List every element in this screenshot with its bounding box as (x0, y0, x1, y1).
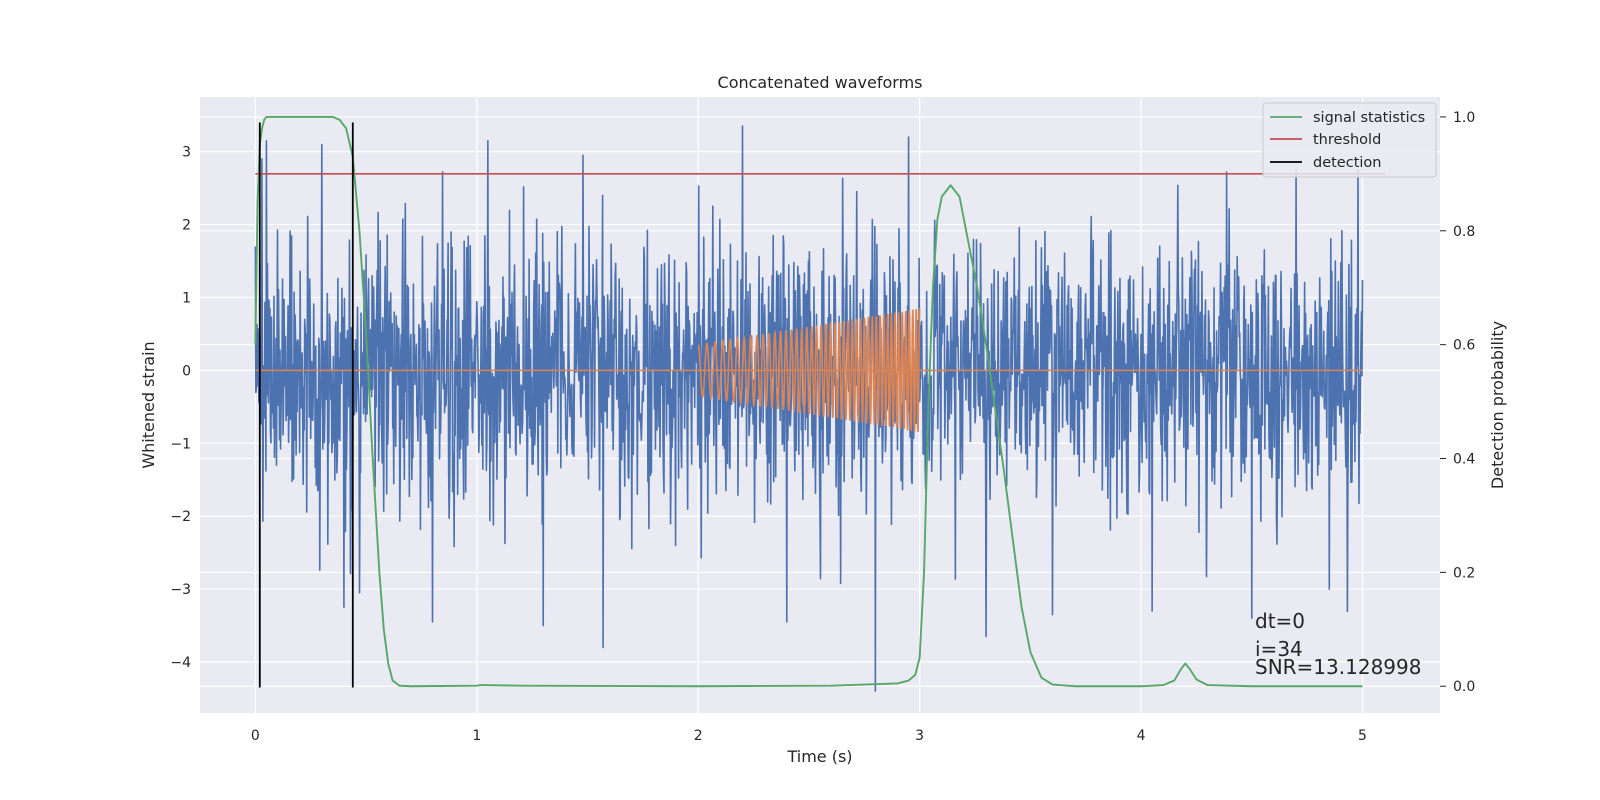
y2-tick-label: 0.4 (1453, 452, 1475, 468)
y-tick-label: −1 (170, 436, 191, 452)
legend: signal statistics threshold detection (1262, 102, 1437, 178)
chart-title: Concatenated waveforms (718, 73, 923, 92)
y2-axis-label: Detection probability (1488, 321, 1507, 489)
strain-series-line (254, 125, 1364, 692)
annotation-dt: dt=0 (1255, 609, 1305, 633)
legend-label-threshold: threshold (1313, 132, 1381, 148)
y-tick-label: −4 (170, 655, 191, 671)
legend-box (1262, 102, 1437, 178)
y2-tick-label: 0.6 (1453, 338, 1475, 354)
y-tick-label: −3 (170, 582, 191, 598)
legend-label-signal-statistics: signal statistics (1313, 110, 1425, 126)
y2-tick-label: 1.0 (1453, 110, 1475, 126)
x-tick-label: 4 (1137, 728, 1146, 744)
y2-tick-label: 0.0 (1453, 679, 1475, 695)
y-tick-label: 0 (182, 363, 191, 379)
y-tick-label: −2 (170, 509, 191, 525)
y-tick-label: 2 (182, 218, 191, 234)
annotation-snr: SNR=13.128998 (1255, 655, 1421, 679)
x-tick-label: 3 (915, 728, 924, 744)
y2-tick-label: 0.8 (1453, 224, 1475, 240)
x-tick-label: 5 (1358, 728, 1367, 744)
y-axis-label: Whitened strain (139, 341, 158, 468)
x-axis-label: Time (s) (786, 747, 852, 766)
y2-tick-label: 0.2 (1453, 565, 1475, 581)
injected-chirp-line (697, 308, 921, 433)
annotation-i: i=34 (1255, 637, 1303, 661)
grid (200, 97, 1440, 713)
y-tick-label: 3 (182, 145, 191, 161)
legend-label-detection: detection (1313, 155, 1381, 171)
x-tick-label: 2 (694, 728, 703, 744)
annotations: dt=0 i=34 SNR=13.128998 (1255, 609, 1421, 679)
ticks: 0 1 2 3 4 5 −4 −3 −2 −1 0 1 2 3 0.0 0.2 0.4 0.6 0.8 1.0 (170, 110, 1475, 744)
signal-statistics-line (254, 115, 1363, 688)
x-tick-label: 0 (251, 728, 260, 744)
data-layer (254, 115, 1385, 692)
y-tick-label: 1 (182, 290, 191, 306)
x-tick-label: 1 (472, 728, 481, 744)
